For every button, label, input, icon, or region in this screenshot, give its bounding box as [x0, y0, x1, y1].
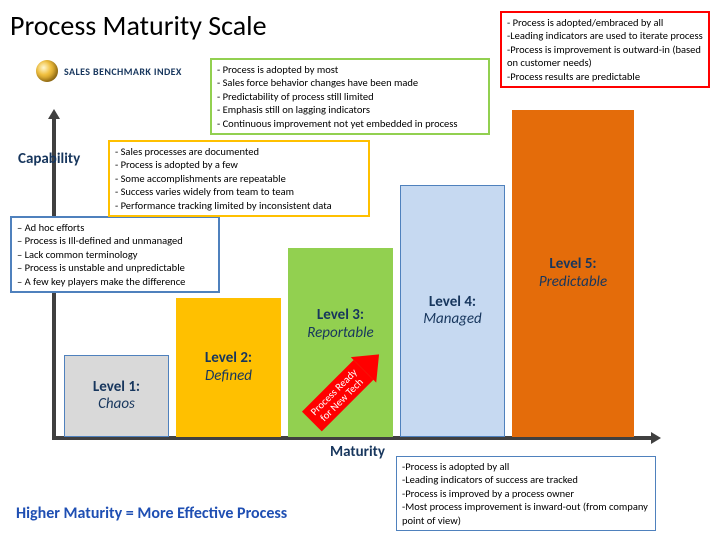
- footer-text: Higher Maturity = More Effective Process: [16, 504, 287, 523]
- bar-level-1: Level 1:Chaos: [64, 355, 169, 437]
- logo-badge-icon: [36, 60, 58, 82]
- sbi-logo: SALES BENCHMARK INDEX: [36, 60, 182, 82]
- callout-defined: - Sales processes are documented- Proces…: [108, 140, 370, 217]
- logo-text: SALES BENCHMARK INDEX: [64, 65, 182, 78]
- y-axis-label: Capability: [18, 150, 80, 168]
- bar-label: Level 2:Defined: [205, 350, 252, 385]
- x-axis-label: Maturity: [330, 443, 385, 461]
- bar-label: Level 4:Managed: [423, 294, 482, 329]
- callout-managed: -Process is adopted by all-Leading indic…: [396, 456, 656, 531]
- bar-level-5: Level 5:Predictable: [512, 110, 634, 437]
- bar-label: Level 1:Chaos: [93, 379, 140, 414]
- callout-predictable: - Process is adopted/embraced by all-Lea…: [500, 11, 710, 88]
- callout-chaos: – Ad hoc efforts– Process is Ill-defined…: [10, 216, 220, 293]
- bar-label: Level 5:Predictable: [539, 256, 607, 291]
- bar-label: Level 3:Reportable: [307, 307, 373, 342]
- bar-level-2: Level 2:Defined: [176, 298, 281, 437]
- callout-reportable: - Process is adopted by most- Sales forc…: [210, 58, 490, 135]
- page-title: Process Maturity Scale: [10, 8, 267, 43]
- bar-level-4: Level 4:Managed: [400, 185, 505, 437]
